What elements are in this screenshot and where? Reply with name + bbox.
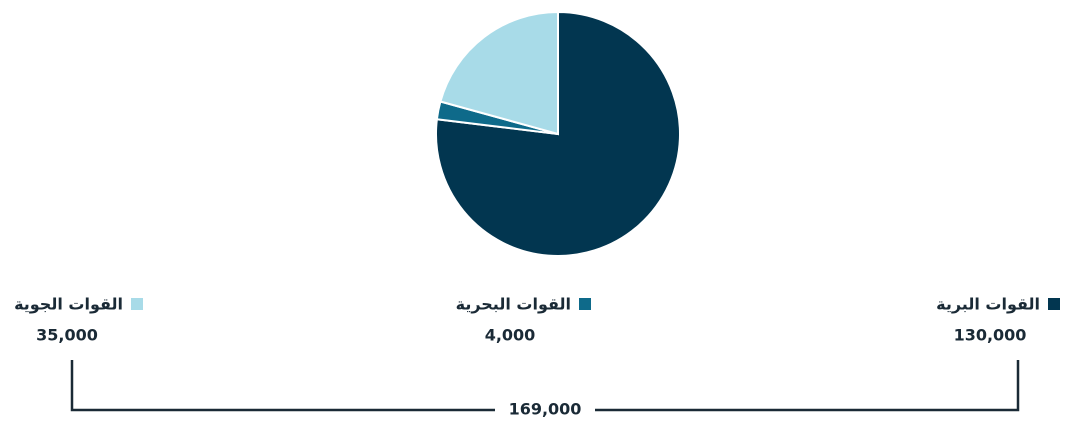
legend-swatch	[131, 298, 143, 310]
legend-label: القوات البرية	[936, 295, 1040, 314]
legend-label: القوات الجوية	[14, 295, 123, 314]
total-bracket	[70, 360, 1020, 412]
value-label: 130,000	[954, 326, 1027, 345]
total-label: 169,000	[509, 400, 582, 419]
pie-slice	[439, 10, 559, 136]
legend-swatch	[1048, 298, 1060, 310]
legend-label: القوات البحرية	[456, 295, 571, 314]
value-label: 4,000	[485, 326, 536, 345]
value-label: 35,000	[36, 326, 98, 345]
legend-swatch	[579, 298, 591, 310]
